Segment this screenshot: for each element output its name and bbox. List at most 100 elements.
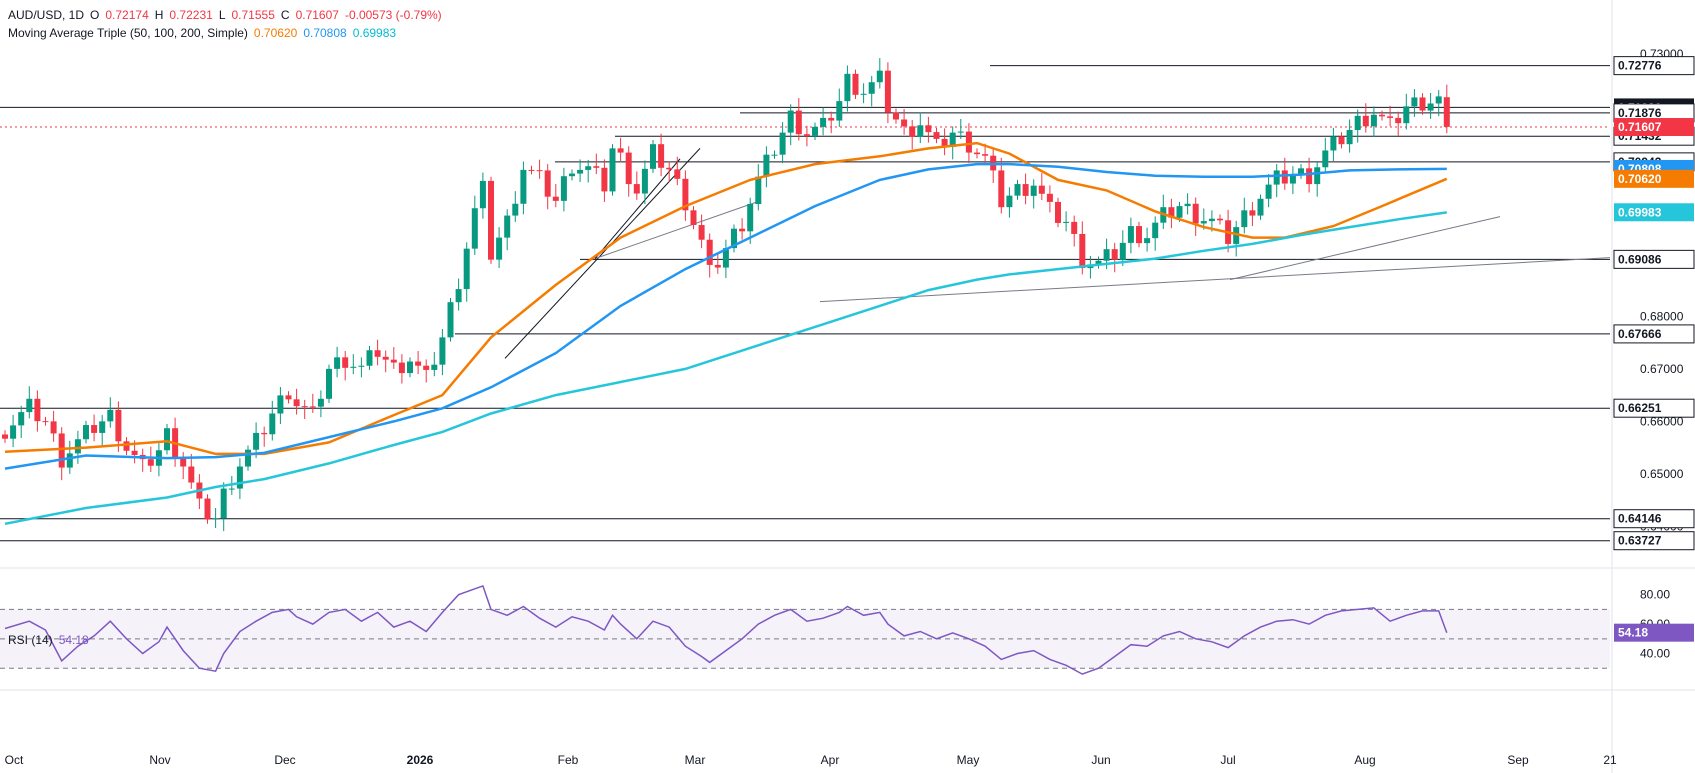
candle-body <box>1419 97 1426 111</box>
candle-body <box>893 112 899 120</box>
candle-body <box>901 119 908 127</box>
candle-body <box>269 413 276 435</box>
rsi-tick-label-0: 80.00 <box>1640 588 1670 602</box>
candle-body <box>520 169 527 204</box>
candle-body <box>1079 233 1086 269</box>
candle-body <box>569 173 575 177</box>
candle-body <box>747 204 754 232</box>
candle-body <box>74 439 81 454</box>
level-badge-6: 0.67666 <box>1618 327 1662 341</box>
candle-body <box>1362 115 1369 127</box>
candle-body <box>309 406 316 408</box>
ma50-line[interactable] <box>4 141 1448 456</box>
ma200-badge: 0.69983 <box>1618 205 1662 219</box>
candle-body <box>317 398 324 407</box>
candle-body <box>463 248 470 290</box>
candle-body <box>585 166 592 170</box>
candle-body <box>496 237 503 260</box>
level-badge-border-7 <box>1613 398 1695 418</box>
level-badge-border-8 <box>1613 509 1695 529</box>
candle-body <box>536 170 543 172</box>
trend-line-0[interactable] <box>504 148 701 359</box>
rsi-indicator-title[interactable]: RSI (14) <box>8 633 53 647</box>
symbol-label[interactable]: AUD/USD, 1D <box>8 8 85 22</box>
candle-body <box>390 359 397 363</box>
candle-body <box>236 466 243 489</box>
candle-body <box>1443 97 1450 127</box>
candle-body <box>1322 150 1329 168</box>
time-axis-label-0: Oct <box>5 753 24 767</box>
candle-body <box>844 73 851 102</box>
candle-body <box>164 428 170 451</box>
level-badge-border-5 <box>1613 249 1695 269</box>
candle-body <box>795 110 802 135</box>
candle-body <box>1006 195 1013 208</box>
rsi-line[interactable] <box>4 584 1448 675</box>
candle-body <box>374 350 381 357</box>
trend-line-2[interactable] <box>594 158 681 259</box>
trend-line-1[interactable] <box>594 200 761 260</box>
close-value: 0.71607 <box>295 8 339 22</box>
candle-body <box>180 458 187 467</box>
time-axis-label-7: May <box>957 753 980 767</box>
time-axis-label-8: Jun <box>1091 753 1110 767</box>
candle-body <box>1411 97 1418 107</box>
candle-body <box>731 228 737 249</box>
candle-body <box>739 228 746 232</box>
candle-body <box>577 169 584 174</box>
candle-body <box>1014 184 1021 196</box>
candle-body <box>722 248 729 268</box>
level-badge-2: 0.71876 <box>1618 106 1662 120</box>
candle-body <box>1289 174 1296 184</box>
ma200-legend-value: 0.69983 <box>352 26 397 40</box>
candle-body <box>1427 103 1434 111</box>
candle-body <box>1281 170 1288 184</box>
level-badge-0: 0.72776 <box>1618 59 1662 73</box>
last-price-badge: 0.71607 <box>1618 120 1662 134</box>
candle-body <box>439 337 446 365</box>
ma100-line[interactable] <box>4 162 1447 470</box>
candle-body <box>690 210 697 226</box>
candle-body <box>99 421 106 433</box>
candle-body <box>1233 227 1240 244</box>
ma-indicator-title[interactable]: Moving Average Triple (50, 100, 200, Sim… <box>8 26 248 40</box>
candle-body <box>1136 226 1142 244</box>
candle-body <box>382 356 389 360</box>
rsi-legend: RSI (14) 54.18 <box>8 633 95 647</box>
candle-body <box>544 170 551 197</box>
candle-body <box>949 132 956 147</box>
candle-body <box>868 82 875 94</box>
candle-body <box>658 144 665 168</box>
candle-body <box>1176 206 1183 218</box>
candle-body <box>220 488 227 519</box>
candle-body <box>1273 170 1280 185</box>
high-value: 0.72231 <box>169 8 213 22</box>
rsi-tick-label-2: 40.00 <box>1640 647 1670 661</box>
level-badge-border-9 <box>1613 531 1695 551</box>
candle-body <box>974 152 980 155</box>
candle-body <box>212 518 219 520</box>
ma50-badge-bg <box>1614 169 1694 188</box>
level-badge-7-bg <box>1614 399 1694 418</box>
candle-body <box>431 364 438 370</box>
trend-line-4[interactable] <box>1229 216 1501 281</box>
candle-body <box>1119 242 1126 260</box>
ma200-line[interactable] <box>4 211 1447 526</box>
candle-body <box>528 169 535 171</box>
trend-line-3[interactable] <box>819 257 1611 303</box>
candle-body <box>1063 221 1070 223</box>
ma100-legend-value: 0.70808 <box>303 26 347 40</box>
candle-body <box>820 117 827 127</box>
level-badge-border-6 <box>1613 324 1695 344</box>
candle-body <box>1241 210 1248 228</box>
candle-body <box>1314 167 1321 185</box>
candle-body <box>836 101 843 121</box>
candle-body <box>245 449 251 467</box>
candle-body <box>107 409 114 422</box>
candle-body <box>925 125 932 133</box>
candle-body <box>488 180 494 260</box>
candle-body <box>763 154 770 177</box>
candle-body <box>479 180 486 209</box>
